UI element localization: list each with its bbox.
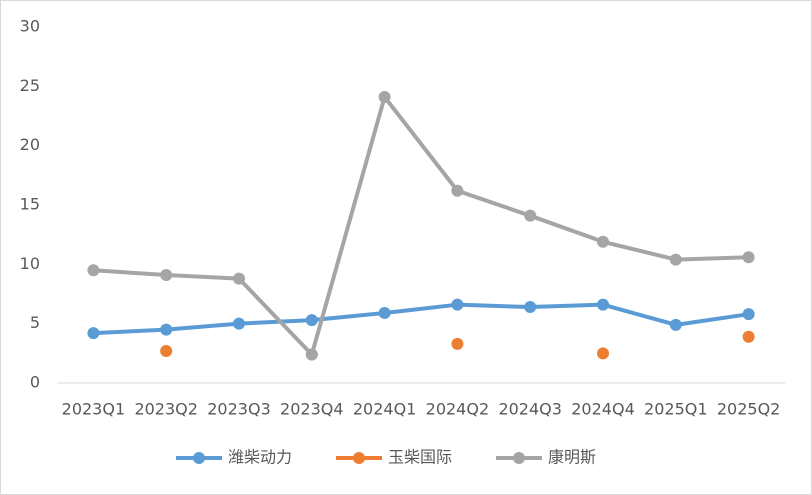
point <box>524 209 537 222</box>
legend-marker <box>353 452 365 464</box>
point <box>233 317 245 330</box>
point <box>378 91 391 104</box>
point <box>87 327 100 340</box>
y-tick-label: 15 <box>20 195 40 214</box>
x-tick-label: 2024Q4 <box>571 400 635 419</box>
x-tick-label: 2023Q2 <box>134 400 198 419</box>
x-tick-label: 2024Q2 <box>426 400 490 419</box>
point <box>742 251 755 264</box>
point <box>160 323 173 336</box>
point <box>378 306 391 319</box>
x-tick-label: 2025Q1 <box>644 400 708 419</box>
point <box>597 235 609 248</box>
y-tick-label: 5 <box>30 313 40 332</box>
point <box>669 318 682 331</box>
legend-label: 玉柴国际 <box>388 448 452 467</box>
y-tick-label: 25 <box>20 76 40 95</box>
series-line <box>93 302 749 336</box>
point <box>742 330 755 343</box>
legend-label: 潍柴动力 <box>228 448 292 467</box>
x-tick-label: 2024Q1 <box>353 400 417 419</box>
point <box>160 344 173 357</box>
y-tick-label: 20 <box>20 135 40 154</box>
y-tick-label: 30 <box>20 17 40 36</box>
legend-marker <box>513 452 525 464</box>
point <box>451 298 464 311</box>
y-tick-label: 0 <box>30 373 40 392</box>
point <box>451 184 464 197</box>
x-tick-label: 2025Q2 <box>717 400 781 419</box>
x-tick-label: 2024Q3 <box>498 400 562 419</box>
legend-label: 康明斯 <box>548 448 596 467</box>
point <box>597 298 609 311</box>
point <box>669 253 682 266</box>
point <box>87 264 100 277</box>
point <box>305 348 318 361</box>
y-tick-label: 10 <box>20 254 40 273</box>
point <box>305 314 318 327</box>
point <box>742 308 755 321</box>
point <box>451 337 464 350</box>
point <box>233 272 245 285</box>
point <box>524 301 537 314</box>
point <box>160 269 173 282</box>
x-tick-label: 2023Q4 <box>280 400 344 419</box>
x-tick-label: 2023Q3 <box>207 400 271 419</box>
series-line <box>93 95 749 357</box>
x-tick-label: 2023Q1 <box>62 400 126 419</box>
point <box>597 347 609 360</box>
legend-marker <box>193 452 205 464</box>
